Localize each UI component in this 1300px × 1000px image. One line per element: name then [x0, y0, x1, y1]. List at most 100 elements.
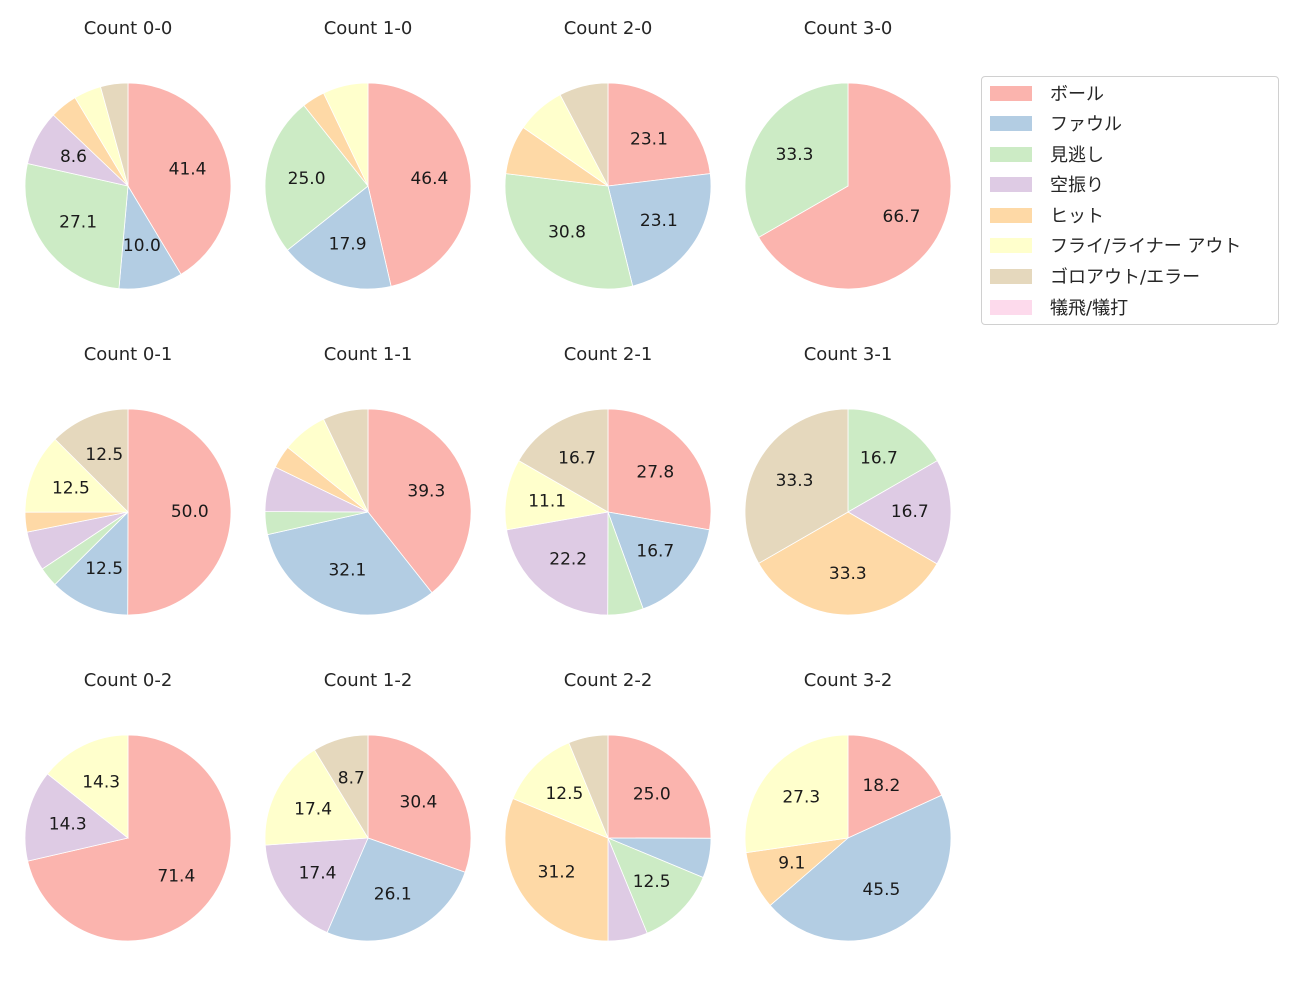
slice-label: 31.2 — [538, 862, 576, 882]
pie-slice — [267, 511, 433, 616]
legend-item-foul: ファウル — [990, 111, 1122, 135]
slice-label: 23.1 — [630, 130, 668, 150]
slice-label: 32.1 — [328, 560, 366, 580]
pie-chart: 30.4 26.1 17.4 17.4 8.7 — [264, 734, 472, 942]
slice-label: 33.3 — [776, 145, 814, 165]
slice-label: 25.0 — [633, 784, 671, 804]
pie-panel: Count 2-0 23.1 23.1 30.8 — [488, 16, 728, 336]
legend-swatch — [990, 237, 1032, 253]
slice-label: 9.1 — [778, 854, 805, 874]
pie-slice — [607, 511, 710, 610]
pie-chart: 66.7 33.3 — [744, 82, 952, 290]
legend-item-hit: ヒット — [990, 203, 1104, 227]
pie-slice — [518, 408, 609, 513]
legend-swatch — [990, 115, 1032, 131]
pie-slice — [607, 408, 712, 531]
slice-label: 17.4 — [294, 800, 332, 820]
legend-label: ゴロアウト/エラー — [1050, 267, 1201, 288]
pie-slice — [46, 734, 129, 839]
pie-slice — [100, 82, 129, 187]
slice-label: 16.7 — [558, 448, 596, 468]
slice-label: 45.5 — [862, 880, 900, 900]
pie-slice — [24, 438, 129, 513]
slice-label: 71.4 — [157, 866, 195, 886]
slice-label: 27.3 — [782, 788, 820, 808]
pie-slice — [24, 163, 129, 290]
pie-slice — [847, 734, 943, 839]
legend-item-fly-liner-out: フライ/ライナー アウト — [990, 233, 1241, 257]
pie-slice — [286, 185, 392, 290]
pie-slice — [24, 773, 129, 862]
legend-swatch — [990, 176, 1032, 192]
pie-slice — [758, 82, 952, 290]
pie-slice — [27, 734, 232, 942]
legend: ボール ファウル 見逃し 空振り ヒット フライ/ライナー アウト ゴロアウト/… — [981, 76, 1279, 325]
slice-label: 30.8 — [548, 222, 586, 242]
slice-label: 23.1 — [640, 211, 678, 231]
slice-label: 50.0 — [171, 502, 209, 522]
pie-slice — [504, 797, 609, 942]
pie-chart: 71.4 14.3 14.3 — [24, 734, 232, 942]
slice-label: 25.0 — [288, 169, 326, 189]
pie-panel: Count 0-2 71.4 14.3 14.3 — [8, 668, 248, 988]
slice-label: 10.0 — [123, 236, 161, 256]
pie-slice — [568, 734, 609, 839]
pie-panel: Count 0-0 41.4 10.0 27.1 8.6 — [8, 16, 248, 336]
slice-label: 12.5 — [633, 872, 671, 892]
legend-label: ボール — [1050, 84, 1104, 105]
slice-label: 18.2 — [862, 776, 900, 796]
legend-label: ファウル — [1050, 114, 1122, 135]
legend-item-ball: ボール — [990, 81, 1104, 105]
slice-label: 12.5 — [52, 478, 90, 498]
pie-slice — [744, 82, 849, 238]
pie-panel: Count 3-0 66.7 33.3 — [728, 16, 968, 336]
pie-slice — [607, 837, 704, 934]
slice-label: 17.4 — [299, 864, 337, 884]
pie-slice — [769, 794, 952, 942]
pie-chart: 50.0 12.5 12.5 12.5 — [24, 408, 232, 616]
pie-slice — [847, 460, 952, 565]
pie-title: Count 0-0 — [83, 18, 173, 39]
legend-item-grounder-error: ゴロアウト/エラー — [990, 264, 1200, 288]
pie-chart: 25.0 12.5 31.2 12.5 — [504, 734, 712, 942]
slice-label: 30.4 — [400, 792, 438, 812]
pie-slice — [264, 837, 369, 934]
pie-chart: 46.4 17.9 25.0 — [264, 82, 472, 290]
slice-label: 22.2 — [549, 549, 587, 569]
pie-title: Count 0-2 — [83, 670, 173, 691]
pie-title: Count 2-0 — [563, 18, 653, 39]
slice-label: 16.7 — [636, 542, 674, 562]
pie-chart: 16.7 16.7 33.3 33.3 — [744, 408, 952, 616]
legend-swatch — [990, 85, 1032, 101]
slice-label: 33.3 — [776, 471, 814, 491]
pie-slice — [607, 82, 711, 187]
pie-slice — [367, 408, 472, 594]
pie-title: Count 3-0 — [803, 18, 893, 39]
legend-item-swinging-strike: 空振り — [990, 172, 1104, 196]
pie-chart: 41.4 10.0 27.1 8.6 — [24, 82, 232, 290]
slice-label: 8.7 — [338, 768, 365, 788]
slice-label: 17.9 — [329, 234, 367, 254]
pie-slice — [506, 511, 609, 616]
pie-slice — [744, 734, 849, 854]
pie-title: Count 1-0 — [323, 18, 413, 39]
pie-title: Count 0-1 — [83, 344, 173, 365]
pie-slice — [504, 460, 610, 531]
pie-panel: Count 1-1 39.3 32.1 — [248, 342, 488, 662]
slice-label: 26.1 — [374, 885, 412, 905]
pie-title: Count 3-2 — [803, 670, 893, 691]
pie-chart: 18.2 45.5 9.1 27.3 — [744, 734, 952, 942]
pie-slice — [323, 82, 369, 187]
pie-chart: 23.1 23.1 30.8 — [504, 82, 712, 290]
pie-panel: Count 3-2 18.2 45.5 9.1 27.3 — [728, 668, 968, 988]
pie-title: Count 2-2 — [563, 670, 653, 691]
slice-label: 46.4 — [410, 169, 448, 189]
pie-slice — [504, 173, 634, 290]
pie-title: Count 1-1 — [323, 344, 413, 365]
slice-label: 14.3 — [49, 814, 87, 834]
slice-label: 16.7 — [891, 502, 929, 522]
slice-label: 27.1 — [59, 212, 97, 232]
pie-panel: Count 2-2 25.0 12.5 31.2 12.5 — [488, 668, 728, 988]
legend-swatch — [990, 207, 1032, 223]
legend-label: ヒット — [1050, 206, 1104, 227]
